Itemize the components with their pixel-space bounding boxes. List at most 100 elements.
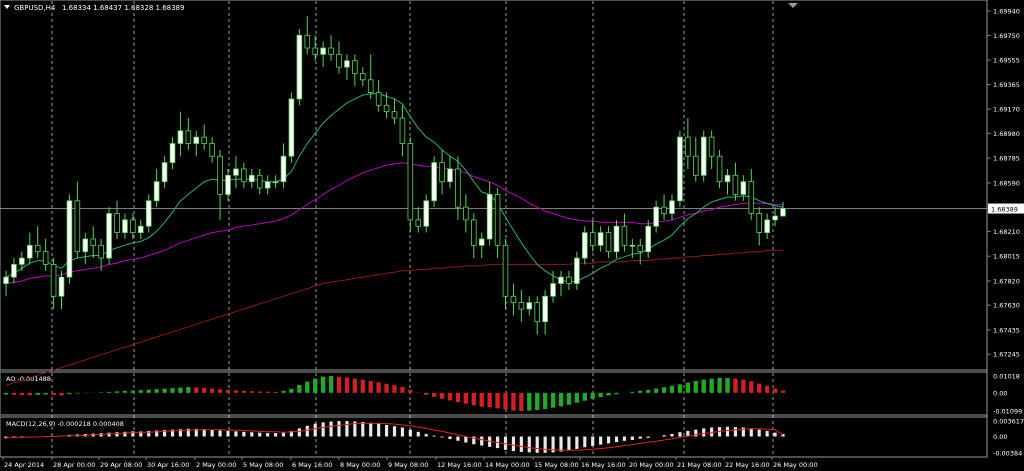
macd-axis: 0.003617 0.00 -0.00384 <box>993 418 1024 458</box>
candle-body <box>542 295 548 323</box>
candle <box>50 258 57 309</box>
candle <box>256 168 263 195</box>
candle <box>19 251 25 271</box>
candle <box>82 232 89 265</box>
candle <box>34 226 41 259</box>
candle <box>439 149 445 195</box>
candle <box>550 270 556 303</box>
ao-histogram <box>3 376 786 411</box>
candle-body <box>566 276 572 284</box>
time-label: 20 May 00:00 <box>629 461 674 469</box>
candle-body <box>439 162 445 183</box>
candle <box>597 226 604 252</box>
candle <box>693 137 699 182</box>
candle <box>700 130 707 182</box>
candle <box>669 194 675 220</box>
candle <box>241 162 247 189</box>
chart-symbol: GBPUSD,H4 <box>14 4 56 12</box>
candle-body <box>574 257 580 284</box>
time-label: 21 May 08:00 <box>677 461 722 469</box>
ao-axis-label: -0.01099 <box>993 407 1022 415</box>
candle <box>431 156 437 208</box>
candle <box>280 143 287 189</box>
candle <box>407 137 414 233</box>
candle-body <box>312 47 318 55</box>
candle <box>27 232 33 265</box>
price-label: 1.67630 <box>993 302 1020 310</box>
candle-body <box>217 155 223 195</box>
candle-body <box>360 73 366 81</box>
candle-body <box>471 219 477 246</box>
ao-axis-label: 0.01018 <box>993 373 1020 381</box>
candle <box>558 270 564 297</box>
candle-body <box>82 238 89 253</box>
candle <box>106 207 112 265</box>
candle <box>637 238 644 265</box>
candle-body <box>518 302 525 310</box>
candle <box>566 270 572 290</box>
candle-body <box>320 47 326 55</box>
candle-body <box>272 181 279 184</box>
candle-body <box>27 244 33 259</box>
ao-axis: 0.01018 0.00 -0.01099 <box>993 373 1022 416</box>
price-label: 1.67435 <box>993 326 1020 334</box>
candle <box>58 270 65 309</box>
time-label: 5 May 08:00 <box>243 461 283 469</box>
candle <box>724 168 731 195</box>
candle <box>177 111 184 157</box>
candle <box>161 156 168 189</box>
candle-body <box>732 174 739 195</box>
dropdown-triangle-icon[interactable] <box>4 5 10 9</box>
candle <box>272 175 279 189</box>
candle-body <box>106 213 112 259</box>
candle <box>320 41 326 68</box>
candle <box>3 270 9 297</box>
ao-axis-label: 0.00 <box>993 389 1007 397</box>
candle <box>740 175 747 201</box>
candle <box>534 296 540 335</box>
candle <box>74 181 81 259</box>
candle-body <box>772 215 778 221</box>
candle-body <box>138 225 144 234</box>
candle <box>478 232 485 259</box>
candle-body <box>486 194 493 240</box>
candle <box>344 54 350 80</box>
candle <box>471 213 477 259</box>
candle <box>708 130 715 169</box>
candle-body <box>288 98 295 157</box>
candle <box>138 219 144 239</box>
shift-marker-icon[interactable] <box>788 3 798 8</box>
macd-axis-label: 0.003617 <box>993 418 1024 426</box>
candle <box>716 149 723 189</box>
candle <box>518 289 525 322</box>
candle <box>486 181 493 246</box>
candle <box>233 156 239 189</box>
macd-label: MACD(12,26,9) -0.000218 0.000408 <box>6 420 124 428</box>
candle <box>352 54 358 87</box>
candle <box>463 194 469 233</box>
candle-body <box>50 264 57 297</box>
candle-body <box>344 60 350 68</box>
candle <box>399 105 406 157</box>
candle-body <box>383 104 390 113</box>
candle-body <box>98 244 104 259</box>
candle <box>153 168 160 208</box>
candle-body <box>145 200 152 227</box>
candle <box>169 137 176 169</box>
price-label: 1.68210 <box>993 228 1020 236</box>
candle <box>375 79 382 112</box>
candle <box>391 98 398 125</box>
grid-lines <box>0 1 987 456</box>
candle <box>304 16 311 55</box>
candle-body <box>161 162 168 183</box>
macd-panel-border <box>0 416 988 458</box>
price-label: 1.69170 <box>993 106 1020 114</box>
candle <box>249 168 255 189</box>
price-label: 1.68590 <box>993 179 1020 187</box>
candle <box>447 156 453 189</box>
ma-fast-line <box>5 93 784 283</box>
macd-axis-label: -0.00384 <box>993 450 1022 458</box>
price-label: 1.68980 <box>993 130 1020 138</box>
